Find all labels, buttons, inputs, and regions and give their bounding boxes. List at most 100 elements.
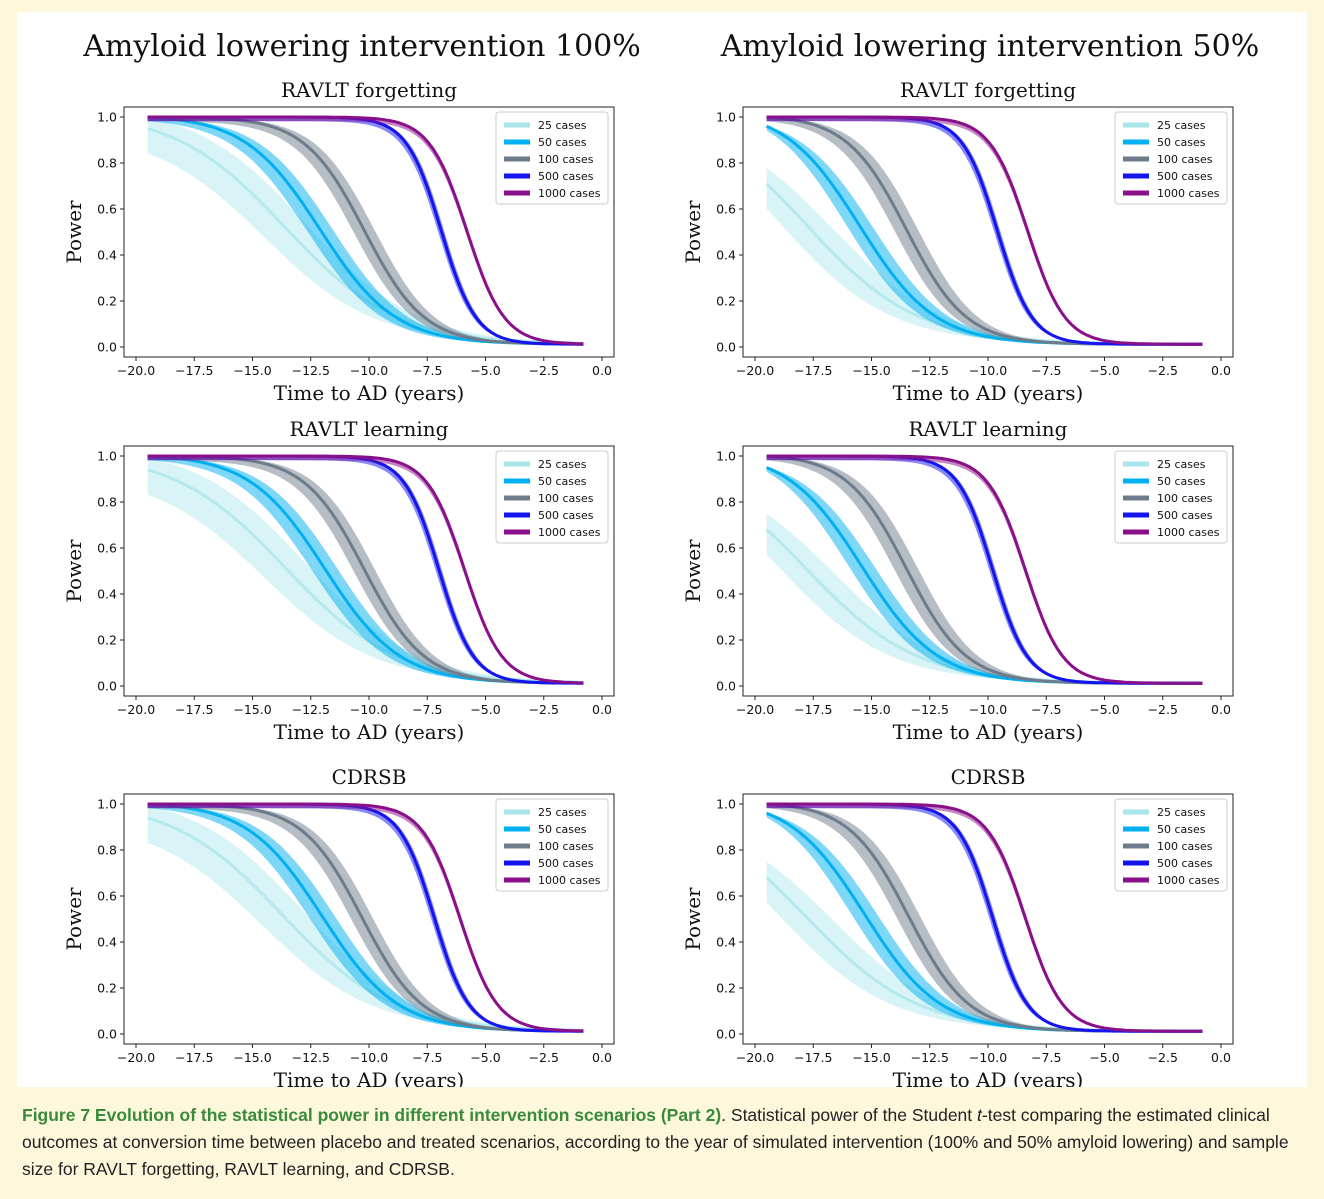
panel-2-ytick-label-5: 1.0 <box>716 110 736 125</box>
panel-2-band-50-cases <box>766 125 1203 345</box>
caption-text-end: -test comparing the estimated clinical o… <box>22 1105 1289 1179</box>
panel-4-xtick-label-6: −5.0 <box>1089 702 1119 717</box>
panel-2-title: RAVLT forgetting <box>900 78 1076 102</box>
panel-6-legend-label-100-cases: 100 cases <box>1157 840 1213 853</box>
panel-5-xtick-label-5: −7.5 <box>412 1050 442 1065</box>
panel-4-line-1000-cases <box>766 454 1203 685</box>
panel-3-xtick-label-7: −2.5 <box>529 702 559 717</box>
panel-3-legend-box <box>495 450 609 544</box>
panel-2-xtick-label-7: −2.5 <box>1148 363 1178 378</box>
panel-6-legend-label-25-cases: 25 cases <box>1157 806 1206 819</box>
panel-1-legend-label-25-cases: 25 cases <box>538 119 587 132</box>
panel-3-xtick-label-1: −17.5 <box>175 702 213 717</box>
panel-2-band-25-cases <box>766 168 1203 345</box>
panel-5-xtick-label-1: −17.5 <box>175 1050 213 1065</box>
panel-5-band-50-cases <box>147 804 584 1032</box>
panel-6-xtick-label-1: −17.5 <box>794 1050 832 1065</box>
panel-2-xtick-label-4: −10.0 <box>969 363 1007 378</box>
panel-5-xtick-label-0: −20.0 <box>117 1050 155 1065</box>
panel-4-xtick-label-7: −2.5 <box>1148 702 1178 717</box>
panel-1-ytick-label-4: 0.8 <box>97 156 117 171</box>
panel-1-xtick-label-4: −10.0 <box>350 363 388 378</box>
panel-4-xtick-label-1: −17.5 <box>794 702 832 717</box>
panel-5-legend-label-1000-cases: 1000 cases <box>538 874 601 887</box>
panel-5-legend-label-500-cases: 500 cases <box>538 857 594 870</box>
panel-6-xtick-label-3: −12.5 <box>911 1050 949 1065</box>
panel-6-legend-label-1000-cases: 1000 cases <box>1157 874 1220 887</box>
panel-5-title: CDRSB <box>332 765 407 789</box>
panel-2-xtick-label-5: −7.5 <box>1031 363 1061 378</box>
panel-3-ytick-label-0: 0.0 <box>97 679 117 694</box>
panel-5-xtick-label-2: −15.0 <box>233 1050 271 1065</box>
panel-5-legend-label-25-cases: 25 cases <box>538 806 587 819</box>
panel-2-ytick-label-0: 0.0 <box>716 340 736 355</box>
panel-4-legend-label-25-cases: 25 cases <box>1157 458 1206 471</box>
panel-6-band-50-cases <box>766 812 1203 1032</box>
panel-4-xtick-label-4: −10.0 <box>969 702 1007 717</box>
panel-6-ytick-label-2: 0.4 <box>716 935 736 950</box>
panel-2-xtick-label-0: −20.0 <box>736 363 774 378</box>
panel-3-ytick-label-2: 0.4 <box>97 587 117 602</box>
panel-3-ytick-label-5: 1.0 <box>97 449 117 464</box>
panel-4-ytick-label-3: 0.6 <box>716 541 736 556</box>
panel-5-line-1000-cases <box>147 802 584 1033</box>
panel-3-title: RAVLT learning <box>290 417 449 441</box>
panel-3-line-1000-cases <box>147 454 584 685</box>
panel-6-ytick-label-3: 0.6 <box>716 889 736 904</box>
panel-1-legend-box <box>495 111 609 205</box>
panel-2-xtick-label-1: −17.5 <box>794 363 832 378</box>
panel-4-xtick-label-8: 0.0 <box>1211 702 1231 717</box>
panel-3-legend-label-100-cases: 100 cases <box>538 492 594 505</box>
panel-1-xtick-label-1: −17.5 <box>175 363 213 378</box>
panel-2-legend-label-50-cases: 50 cases <box>1157 136 1206 149</box>
panel-4-legend-label-50-cases: 50 cases <box>1157 475 1206 488</box>
caption-t-italic: t <box>977 1105 982 1125</box>
panel-6-xtick-label-2: −15.0 <box>852 1050 890 1065</box>
panel-2-line-1000-cases <box>766 115 1203 346</box>
panel-3-ytick-label-1: 0.2 <box>97 633 117 648</box>
panel-1-legend-label-1000-cases: 1000 cases <box>538 187 601 200</box>
panel-1-xtick-label-0: −20.0 <box>117 363 155 378</box>
panel-1-legend-label-100-cases: 100 cases <box>538 153 594 166</box>
panel-6-ytick-label-4: 0.8 <box>716 843 736 858</box>
panel-2-xtick-label-8: 0.0 <box>1211 363 1231 378</box>
panel-4-xlabel: Time to AD (years) <box>893 720 1084 744</box>
panel-6-xtick-label-8: 0.0 <box>1211 1050 1231 1065</box>
panel-6-ytick-label-5: 1.0 <box>716 797 736 812</box>
panel-4-ytick-label-1: 0.2 <box>716 633 736 648</box>
panel-4-xtick-label-3: −12.5 <box>911 702 949 717</box>
panel-3-ytick-label-4: 0.8 <box>97 495 117 510</box>
panel-3-ytick-label-3: 0.6 <box>97 541 117 556</box>
panel-6-xtick-label-4: −10.0 <box>969 1050 1007 1065</box>
figure-canvas: Amyloid lowering intervention 100% Amyloi… <box>62 29 1259 1087</box>
panel-2-ylabel: Power <box>681 200 705 264</box>
panel-6-xlabel: Time to AD (years) <box>893 1068 1084 1087</box>
panel-5-xlabel: Time to AD (years) <box>274 1068 465 1087</box>
panel-5-legend-label-100-cases: 100 cases <box>538 840 594 853</box>
panel-4-legend-box <box>1114 450 1228 544</box>
panel-3-xtick-label-8: 0.0 <box>592 702 612 717</box>
panel-4-legend-label-1000-cases: 1000 cases <box>1157 526 1220 539</box>
panel-1-xtick-label-5: −7.5 <box>412 363 442 378</box>
panel-5-ytick-label-4: 0.8 <box>97 843 117 858</box>
panel-6-legend-label-50-cases: 50 cases <box>1157 823 1206 836</box>
panel-5-band-100-cases <box>147 804 584 1032</box>
panel-2-xtick-label-2: −15.0 <box>852 363 890 378</box>
panel-1-line-1000-cases <box>147 115 584 346</box>
panel-6-xtick-label-6: −5.0 <box>1089 1050 1119 1065</box>
panel-1-ytick-label-2: 0.4 <box>97 248 117 263</box>
panel-6-xtick-label-0: −20.0 <box>736 1050 774 1065</box>
panel-4-band-25-cases <box>766 513 1203 684</box>
panel-1-xtick-label-6: −5.0 <box>470 363 500 378</box>
panel-3-xtick-label-0: −20.0 <box>117 702 155 717</box>
panel-2-xtick-label-3: −12.5 <box>911 363 949 378</box>
panel-2-ytick-label-1: 0.2 <box>716 294 736 309</box>
panel-4-ytick-label-5: 1.0 <box>716 449 736 464</box>
panel-1-xlabel: Time to AD (years) <box>274 381 465 405</box>
panel-1-xtick-label-8: 0.0 <box>592 363 612 378</box>
panel-3-xtick-label-4: −10.0 <box>350 702 388 717</box>
panel-6-legend-label-500-cases: 500 cases <box>1157 857 1213 870</box>
panel-5-xtick-label-7: −2.5 <box>529 1050 559 1065</box>
panel-6-line-1000-cases <box>766 802 1203 1033</box>
panel-4-ytick-label-0: 0.0 <box>716 679 736 694</box>
